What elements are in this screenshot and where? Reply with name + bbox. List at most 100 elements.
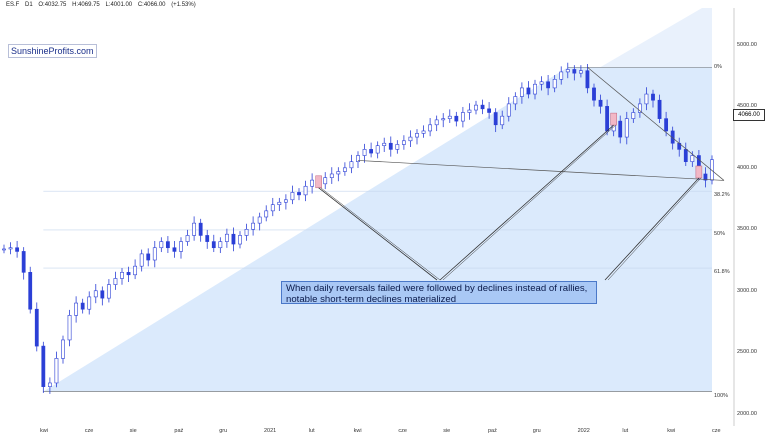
candle-body — [651, 93, 655, 101]
candle-body — [598, 99, 603, 107]
candle-body — [670, 130, 675, 144]
candle-body — [500, 115, 505, 126]
fib-level-label: 100% — [714, 392, 729, 399]
candle-body — [264, 210, 269, 218]
candle-body — [120, 272, 124, 279]
y-tick-label: 5000.00 — [737, 41, 757, 48]
candle-body — [165, 241, 170, 249]
candle-body — [644, 93, 649, 105]
reversal-marker — [315, 175, 322, 189]
candle-body — [172, 247, 177, 252]
x-tick-label: sie — [443, 428, 451, 434]
candle-body — [41, 345, 46, 387]
y-tick-label: 2500.00 — [737, 349, 757, 356]
trendline — [357, 160, 725, 181]
x-tick-label: 2022 — [577, 428, 590, 434]
candle-body — [395, 144, 400, 150]
candle-body — [460, 112, 465, 122]
candle-body — [624, 118, 629, 138]
pointer-line — [318, 187, 438, 281]
candle-body — [2, 248, 6, 251]
candle-body — [74, 302, 79, 316]
timeframe-label: D1 — [25, 2, 33, 8]
symbol-label: ES.F — [6, 2, 20, 8]
candle-body — [80, 302, 85, 310]
candle-body — [342, 167, 347, 172]
candle-body — [467, 109, 472, 113]
candle-body — [421, 130, 426, 134]
candle-body — [179, 241, 183, 252]
candle-body — [297, 192, 301, 196]
candle-body — [257, 216, 262, 224]
change-value: (+1.53%) — [171, 2, 196, 8]
candle-body — [552, 79, 557, 89]
candle-body — [605, 106, 610, 132]
pointer-line — [442, 124, 616, 281]
candle-body — [369, 149, 374, 154]
pointer-line — [439, 124, 614, 281]
fib-level-label: 50% — [714, 230, 726, 237]
candle-body — [47, 382, 52, 387]
candle-body — [139, 253, 144, 267]
candle-body — [428, 124, 433, 132]
candle-body — [244, 228, 249, 236]
candle-body — [336, 171, 341, 175]
candle-body — [546, 81, 551, 89]
x-tick-label: kwi — [40, 428, 48, 434]
x-tick-label: cze — [398, 428, 407, 434]
candle-body — [67, 315, 72, 341]
y-tick-label: 2000.00 — [737, 410, 757, 417]
candle-body — [415, 133, 419, 138]
candle-body — [54, 358, 59, 384]
candle-body — [303, 185, 308, 196]
pointer-line — [607, 177, 702, 281]
candle-body — [329, 173, 334, 178]
candle-body — [618, 120, 623, 138]
candle-body — [113, 278, 118, 285]
reversal-marker — [610, 112, 617, 126]
x-tick-label: kwi — [667, 428, 676, 434]
candle-body — [133, 265, 138, 276]
high-value: H:4069.75 — [72, 2, 100, 8]
candle-body — [578, 70, 583, 74]
candle-body — [270, 204, 275, 212]
last-price-tag: 4066.00 — [733, 109, 765, 121]
candle-body — [146, 253, 151, 261]
candle-body — [533, 83, 537, 95]
candle-body — [703, 173, 708, 181]
candle-body — [152, 247, 157, 261]
candle-body — [657, 99, 662, 119]
candle-body — [8, 247, 13, 250]
candle-body — [434, 119, 439, 126]
candle-body — [631, 112, 636, 119]
trendline — [587, 66, 725, 181]
candle-body — [356, 155, 360, 162]
candle-body — [388, 142, 393, 150]
candle-body — [126, 272, 131, 276]
candle-body — [513, 96, 518, 105]
candle-body — [87, 296, 92, 310]
x-tick-label: 2021 — [264, 428, 277, 434]
candle-body — [15, 247, 20, 252]
x-tick-label: lut — [308, 428, 315, 434]
candle-body — [192, 222, 197, 236]
fib-level-label: 0% — [714, 64, 722, 71]
candle-body — [205, 235, 210, 242]
candle-body — [474, 104, 478, 111]
candle-body — [539, 81, 544, 85]
candle-body — [506, 103, 511, 117]
ohlc-header: ES.F D1 O:4032.75 H:4069.75 L:4001.00 C:… — [6, 2, 200, 8]
candle-body — [349, 161, 354, 169]
candle-body — [283, 199, 288, 203]
candle-body — [572, 69, 577, 74]
candle-body — [238, 235, 242, 245]
y-tick-label: 3000.00 — [737, 287, 757, 294]
fib-zone — [43, 67, 713, 392]
candle-body — [382, 142, 387, 146]
x-tick-label: paź — [174, 428, 184, 434]
candle-body — [487, 108, 492, 113]
candle-body — [61, 339, 65, 359]
candle-body — [441, 118, 446, 121]
